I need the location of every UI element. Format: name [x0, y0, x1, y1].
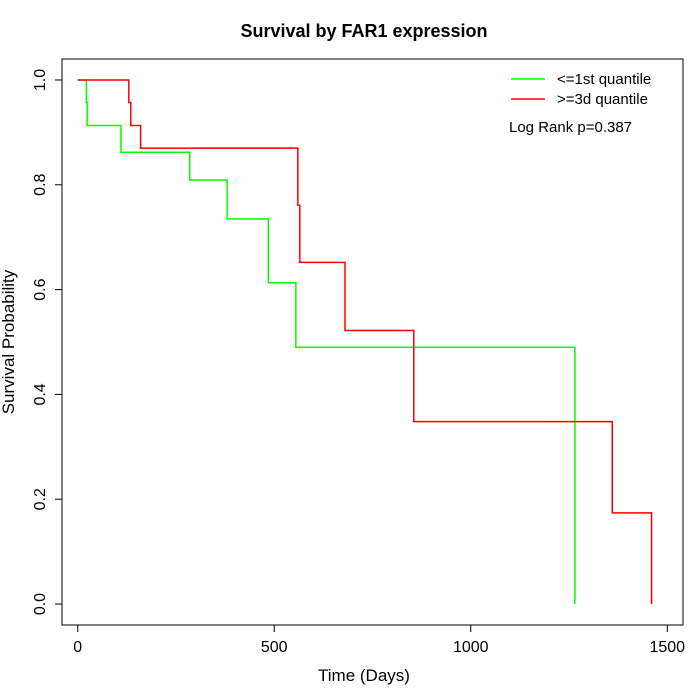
- x-tick-label: 1000: [453, 639, 489, 656]
- plot-frame: [61, 58, 684, 626]
- x-axis-label: Time (Days): [318, 666, 410, 685]
- y-tick-label: 0.0: [32, 593, 49, 615]
- y-tick-label: 0.6: [32, 278, 49, 300]
- x-tick-label: 0: [73, 639, 82, 656]
- chart-title: Survival by FAR1 expression: [240, 21, 487, 41]
- survival-curve-high: [77, 79, 653, 605]
- legend-label: >=3d quantile: [557, 91, 648, 108]
- x-tick-label: 500: [261, 639, 288, 656]
- x-tick-label: 1500: [649, 639, 685, 656]
- y-tick-label: 0.4: [32, 383, 49, 405]
- y-axis: 0.0 0.2 0.4 0.6 0.8 1.0: [32, 69, 63, 615]
- y-axis-label: Survival Probability: [0, 269, 18, 414]
- series-layer: [77, 79, 653, 605]
- y-tick-label: 0.2: [32, 488, 49, 510]
- legend-label: <=1st quantile: [557, 71, 651, 88]
- y-tick-label: 0.8: [32, 174, 49, 196]
- survival-curve-low: [77, 79, 576, 605]
- x-axis: 0 500 1000 1500: [73, 624, 685, 656]
- log-rank-annotation: Log Rank p=0.387: [509, 119, 632, 136]
- legend: <=1st quantile >=3d quantile: [511, 71, 651, 108]
- y-tick-label: 1.0: [32, 69, 49, 91]
